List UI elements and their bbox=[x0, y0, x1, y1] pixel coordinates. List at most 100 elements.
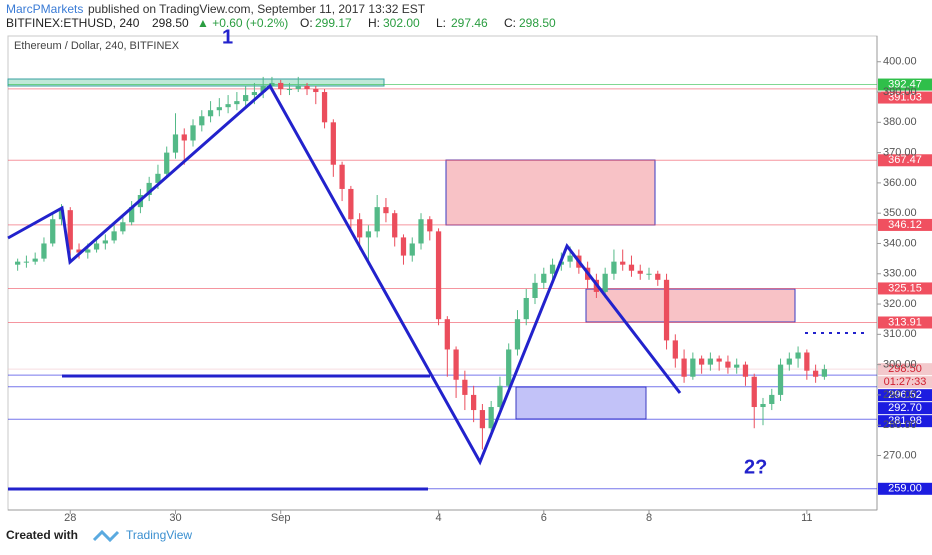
candle-body bbox=[234, 101, 240, 105]
candle-body bbox=[655, 273, 661, 280]
price-label: 259.00 bbox=[888, 483, 922, 495]
candle-body bbox=[357, 219, 363, 238]
candle-body bbox=[129, 207, 135, 223]
candle-body bbox=[172, 134, 179, 153]
ohlc-value: 299.17 bbox=[315, 16, 352, 30]
candle-body bbox=[50, 219, 56, 244]
y-tick-label: 380.00 bbox=[883, 116, 917, 128]
candle-body bbox=[514, 319, 521, 350]
resistance-zone bbox=[585, 288, 796, 323]
price-label: 298.50 bbox=[888, 363, 922, 375]
ohlc-value: 302.00 bbox=[383, 16, 420, 30]
price-label: 392.47 bbox=[888, 78, 922, 90]
candle-body bbox=[304, 85, 310, 90]
candle-body bbox=[102, 240, 108, 244]
supply-zone bbox=[7, 78, 385, 87]
candle-body bbox=[751, 376, 757, 408]
price-label-box bbox=[878, 316, 932, 329]
x-tick-label: Sep bbox=[271, 512, 291, 524]
candle-body bbox=[190, 125, 196, 141]
price-label-box bbox=[878, 282, 932, 295]
price-label-box bbox=[878, 389, 932, 402]
candle-body bbox=[707, 358, 714, 365]
candle-body bbox=[611, 261, 617, 274]
candle-body bbox=[409, 243, 415, 256]
candle-body bbox=[418, 219, 424, 244]
candle-body bbox=[742, 364, 749, 377]
candle-body bbox=[260, 85, 266, 93]
candle-body bbox=[85, 249, 91, 253]
candle-body bbox=[734, 364, 740, 368]
candle-body bbox=[330, 122, 336, 165]
candle-body bbox=[111, 231, 117, 241]
candle-body bbox=[392, 213, 398, 238]
candle-body bbox=[67, 210, 73, 250]
candle-body bbox=[760, 403, 766, 408]
candle-body bbox=[777, 364, 784, 395]
candle-body bbox=[199, 116, 205, 126]
resistance-zone bbox=[445, 159, 656, 226]
candle-body bbox=[216, 107, 222, 111]
ohlc-value: 297.46 bbox=[451, 16, 488, 30]
price-label: 325.15 bbox=[888, 282, 922, 294]
ohlc-value: 298.50 bbox=[519, 16, 556, 30]
countdown: 01:27:33 bbox=[884, 376, 927, 388]
candle-body bbox=[716, 358, 722, 362]
x-tick-label: 6 bbox=[541, 512, 547, 524]
published: published on TradingView.com, September … bbox=[88, 2, 426, 16]
candle-body bbox=[725, 361, 731, 368]
y-tick-label: 290.00 bbox=[883, 389, 917, 401]
wave-line bbox=[7, 83, 682, 466]
candle-body bbox=[681, 358, 687, 377]
candle-body bbox=[427, 219, 433, 232]
chart-title: Ethereum / Dollar, 240, BITFINEX bbox=[14, 40, 180, 52]
candle-body bbox=[365, 231, 372, 238]
x-tick-label: 8 bbox=[646, 512, 652, 524]
candle-body bbox=[435, 231, 442, 320]
price-label-box bbox=[878, 78, 932, 91]
candle-body bbox=[637, 270, 643, 274]
candle-body bbox=[488, 407, 494, 429]
y-tick-label: 390.00 bbox=[883, 86, 917, 98]
footer: Created with bbox=[6, 528, 78, 542]
candle-body bbox=[93, 243, 100, 250]
candle-body bbox=[628, 264, 635, 271]
candle-body bbox=[541, 273, 547, 283]
candle-body bbox=[698, 358, 705, 365]
candle-body bbox=[672, 340, 678, 359]
ohlc-label: H: bbox=[368, 16, 380, 30]
candle-body bbox=[453, 349, 459, 380]
plot-frame bbox=[7, 35, 878, 511]
candle-body bbox=[32, 258, 38, 262]
candle-body bbox=[786, 358, 792, 365]
candle-body bbox=[313, 89, 319, 93]
x-tick-label: 30 bbox=[169, 512, 181, 524]
x-tick-label: 11 bbox=[801, 512, 812, 524]
candle-body bbox=[506, 349, 512, 386]
candle-body bbox=[278, 82, 284, 90]
annotation: 1 bbox=[222, 26, 233, 48]
price-label-box bbox=[878, 218, 932, 231]
y-tick-label: 350.00 bbox=[883, 207, 917, 219]
ohlc-line: O: 299.17 H: 302.00 L: 297.46 C: 298.50 bbox=[300, 16, 556, 30]
candle-body bbox=[497, 385, 503, 408]
candle-body bbox=[339, 164, 345, 189]
countdown-box bbox=[878, 376, 932, 389]
candle-body bbox=[462, 379, 468, 395]
candle-body bbox=[374, 207, 380, 232]
candle-body bbox=[146, 182, 152, 196]
price-label: 281.98 bbox=[888, 415, 922, 427]
candle-body bbox=[479, 410, 486, 429]
price-label: 296.52 bbox=[888, 389, 922, 401]
candle-body bbox=[269, 82, 275, 86]
price-label: 367.47 bbox=[888, 154, 922, 166]
annotation: 2? bbox=[744, 456, 767, 478]
candle-body bbox=[620, 261, 626, 265]
candle-body bbox=[164, 152, 170, 174]
candle-body bbox=[532, 282, 538, 298]
y-tick-label: 280.00 bbox=[883, 419, 917, 431]
candle-body bbox=[602, 273, 608, 292]
y-tick-label: 370.00 bbox=[883, 147, 917, 159]
candle-body bbox=[523, 297, 529, 320]
